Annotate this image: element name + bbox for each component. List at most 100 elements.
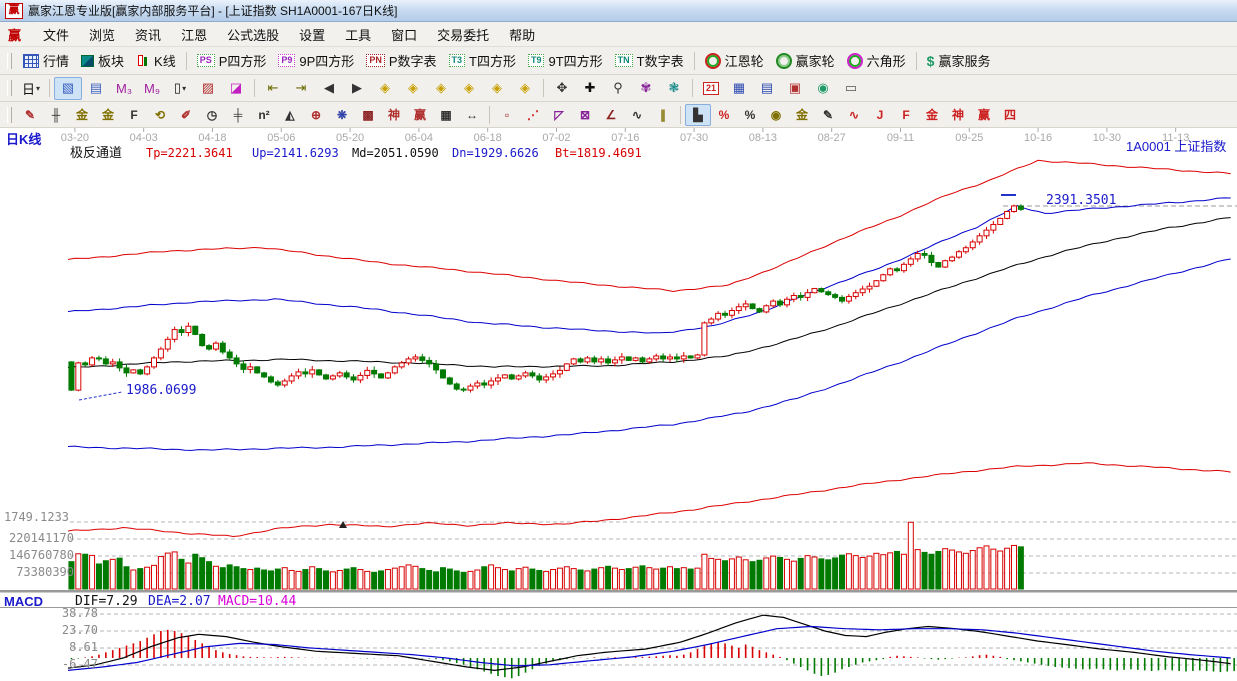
time-grid-tool[interactable]: ╫: [43, 104, 69, 126]
web-tool[interactable]: ❃: [660, 77, 688, 100]
fibonacci-tool[interactable]: F: [121, 104, 147, 126]
shen-gann-tool[interactable]: 神: [381, 104, 407, 126]
gold-channel-tool[interactable]: 金: [95, 104, 121, 126]
calculator-button[interactable]: ▦: [725, 77, 753, 100]
wave-9-tool[interactable]: M₉: [138, 77, 166, 100]
toolbar-winner-service-button[interactable]: $ 赢家服务: [921, 48, 997, 73]
menu-item-7[interactable]: 窗口: [391, 27, 418, 43]
next-bar-button[interactable]: ▶: [343, 77, 371, 100]
gann-flower-tool[interactable]: ✾: [632, 77, 660, 100]
pattern-match-tool[interactable]: ▧: [54, 76, 82, 100]
chart-region[interactable]: 03-20 04-03 04-18 05-06 05-20 06-04 06-18 07-02…: [0, 128, 1237, 681]
hist-scale-tool[interactable]: ▙: [685, 103, 711, 126]
save-button[interactable]: ▣: [781, 77, 809, 100]
toolbar-t-square-button[interactable]: T3 T四方形: [443, 48, 522, 73]
toolbar-t-table-button[interactable]: TN T数字表: [609, 48, 690, 73]
time-ruler-tool[interactable]: ╪: [225, 104, 251, 126]
candle-style-selector[interactable]: ▯ ▾: [166, 77, 194, 100]
percent-tool[interactable]: %: [737, 104, 763, 126]
region-pattern-tool[interactable]: ▨: [194, 77, 222, 100]
prev-bar-button[interactable]: ◀: [315, 77, 343, 100]
chart-canvas[interactable]: 03-20 04-03 04-18 05-06 05-20 06-04 06-18 07-02…: [0, 128, 1237, 681]
gann-circle-tool[interactable]: ⊕: [303, 104, 329, 126]
toolbar-gann-wheel-button[interactable]: 江恩轮: [699, 48, 770, 73]
gold-angle-tool[interactable]: 金: [919, 104, 945, 126]
n-square-tool[interactable]: n²: [251, 104, 277, 126]
f-angle-tool[interactable]: F: [893, 104, 919, 126]
number-grid-tool[interactable]: ▦: [433, 104, 459, 126]
date-tick-label: 07-16: [611, 132, 639, 144]
menu-item-0[interactable]: 文件: [43, 27, 70, 43]
toolbar-quotes-button[interactable]: 行情: [17, 48, 75, 73]
menu-item-2[interactable]: 资讯: [135, 27, 162, 43]
toolbar-kline-button[interactable]: K线: [130, 48, 182, 73]
menu-items: 文件 浏览 资讯 江恩 公式选股 设置 工具 窗口 交易委托 帮助: [33, 23, 545, 46]
j-angle-tool[interactable]: J: [867, 104, 893, 126]
notes-button[interactable]: ▤: [753, 77, 781, 100]
menu-item-4[interactable]: 公式选股: [227, 27, 280, 43]
toolbar-p-square-button[interactable]: PS P四方形: [191, 48, 273, 73]
print-button[interactable]: ▭: [837, 77, 865, 100]
angle-line-tool[interactable]: ∠: [598, 104, 624, 126]
toolbar-9t-square-button[interactable]: T9 9T四方形: [522, 48, 609, 73]
app-menu-icon[interactable]: 赢: [8, 27, 22, 43]
gold-lines-tool[interactable]: 金: [789, 104, 815, 126]
toolbar-p-table-button[interactable]: PN P数字表: [360, 48, 442, 73]
menu-item-3[interactable]: 江恩: [181, 27, 208, 43]
zoom-in-h-button[interactable]: ◈: [455, 77, 483, 100]
mail-button[interactable]: ◉: [809, 77, 837, 100]
spiral-tool-icon: ⟲: [154, 107, 166, 122]
pan-hand-tool[interactable]: ✥: [548, 77, 576, 100]
period-day-selector[interactable]: 日 ▾: [17, 77, 45, 100]
draw-toolbar: ✎ ╫ 金金 F ⟲ ✐ ◷ ╪ n² ◭ ⊕ ❋ ▩ 神赢 ▦ ↔ ▫ ⋰ ◸ ⊠ ∠ ∿ ∥ ▙%% ◉ 金 ✎ ∿ J F 金神赢四: [0, 102, 1237, 128]
menu-item-5[interactable]: 设置: [299, 27, 326, 43]
toolbar-9p-square-button[interactable]: P9 9P四方形: [272, 48, 360, 73]
win-gann-tool[interactable]: 赢: [407, 104, 433, 126]
mark-pencil-tool[interactable]: ✐: [173, 104, 199, 126]
scroll-left-button[interactable]: ◈: [371, 77, 399, 100]
menu-item-6[interactable]: 工具: [345, 27, 372, 43]
trend-pencil-tool[interactable]: ✎: [17, 104, 43, 126]
fan-box-tool[interactable]: ◸: [546, 104, 572, 126]
box-fan-tool[interactable]: ⊠: [572, 104, 598, 126]
menu-item-1[interactable]: 浏览: [89, 27, 116, 43]
fan-lines-tool[interactable]: ⋰: [520, 104, 546, 126]
profile-chart-tool[interactable]: ◪: [222, 77, 250, 100]
mirror-tool[interactable]: ◭: [277, 104, 303, 126]
spider-web-tool[interactable]: ❋: [329, 104, 355, 126]
toolbar-hexagon-button[interactable]: 六角形: [841, 48, 912, 73]
zoom-out-h-button[interactable]: ◈: [427, 77, 455, 100]
gold-circle-tool[interactable]: ◉: [763, 104, 789, 126]
four-angle-tool[interactable]: 四: [997, 104, 1023, 126]
f10-info-button[interactable]: ▤: [82, 77, 110, 100]
win-angle-tool[interactable]: 赢: [971, 104, 997, 126]
percent-cut-tool[interactable]: %: [711, 104, 737, 126]
wave-3-tool[interactable]: M₃: [110, 77, 138, 100]
scroll-right-button[interactable]: ◈: [399, 77, 427, 100]
spiral-tool[interactable]: ⟲: [147, 104, 173, 126]
shen-angle-tool[interactable]: 神: [945, 104, 971, 126]
rect-select-tool[interactable]: ▫: [494, 104, 520, 126]
crosshair-tool[interactable]: ✚: [576, 77, 604, 100]
cycle-clock-tool[interactable]: ◷: [199, 104, 225, 126]
date-tick-label: 03-20: [61, 132, 89, 144]
zoom-tool[interactable]: ⚲: [604, 77, 632, 100]
last-page-button[interactable]: ⇥: [287, 77, 315, 100]
compress-view-button[interactable]: ◈: [483, 77, 511, 100]
toolbar-sectors-button[interactable]: 板块: [75, 48, 130, 73]
wave-check-tool[interactable]: ∿: [624, 104, 650, 126]
expand-view-button[interactable]: ◈: [511, 77, 539, 100]
toolbar-winner-wheel-button[interactable]: 赢家轮: [770, 48, 841, 73]
gold-section-tool[interactable]: 金: [69, 104, 95, 126]
grid-web-tool[interactable]: ▩: [355, 104, 381, 126]
ink-line-tool[interactable]: ✎: [815, 104, 841, 126]
menu-item-9[interactable]: 帮助: [509, 27, 536, 43]
slash-lines-tool[interactable]: ∥: [650, 104, 676, 126]
first-page-button[interactable]: ⇤: [259, 77, 287, 100]
menu-item-8[interactable]: 交易委托: [437, 27, 490, 43]
width-measure-tool[interactable]: ↔: [459, 104, 485, 126]
save-button-icon: ▣: [788, 80, 802, 95]
calendar-button[interactable]: 21: [697, 77, 725, 100]
wave-band-tool-icon: ∿: [848, 107, 860, 122]
wave-band-tool[interactable]: ∿: [841, 104, 867, 126]
